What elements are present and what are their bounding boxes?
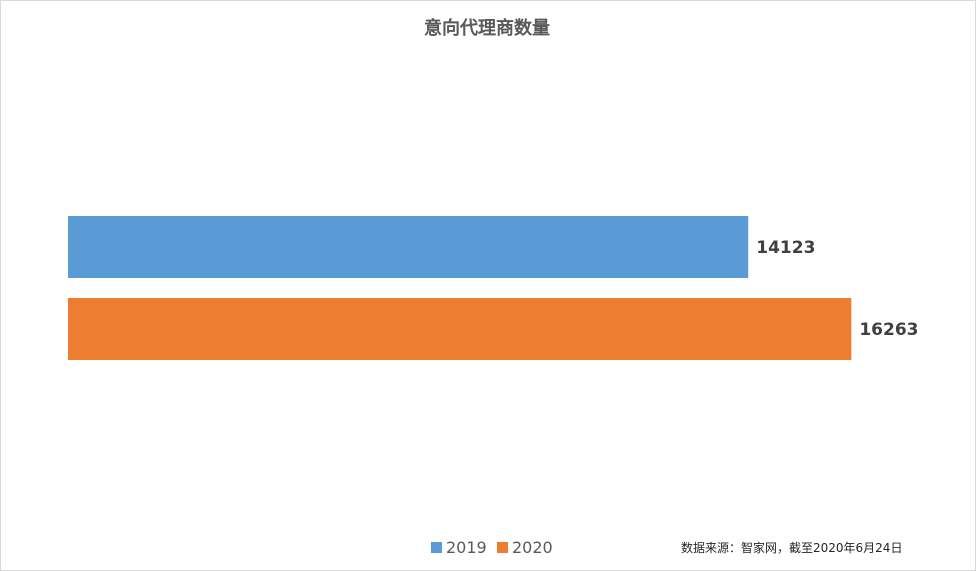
data-label-2019: 14123 xyxy=(756,238,815,258)
legend: 2019 2020 xyxy=(431,538,553,557)
legend-swatch-2020 xyxy=(497,542,508,553)
source-note: 数据来源：智家网，截至2020年6月24日 xyxy=(681,541,903,555)
legend-label-2019: 2019 xyxy=(446,538,487,557)
data-label-2020: 16263 xyxy=(859,320,918,340)
chart-title: 意向代理商数量 xyxy=(424,17,550,39)
legend-swatch-2019 xyxy=(431,542,442,553)
bar-2019 xyxy=(68,216,749,278)
data-labels-group: 14123 16263 xyxy=(756,238,918,340)
bar-2020 xyxy=(68,298,852,360)
legend-label-2020: 2020 xyxy=(512,538,553,557)
bars-group xyxy=(68,216,852,360)
